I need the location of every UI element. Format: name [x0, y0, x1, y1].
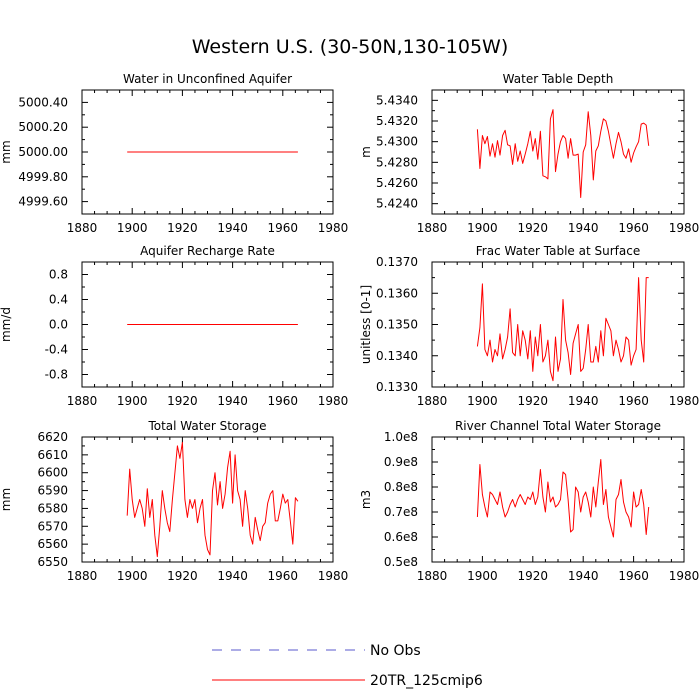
y-tick-label: 5000.40: [18, 95, 68, 109]
y-tick-label: 0.7e8: [384, 505, 418, 519]
x-tick-label: 1920: [518, 394, 549, 408]
x-tick-label: 1920: [518, 569, 549, 583]
x-tick-label: 1900: [467, 569, 498, 583]
x-tick-label: 1880: [67, 569, 98, 583]
y-tick-label: 0.1370: [376, 255, 418, 269]
panel-title: Frac Water Table at Surface: [476, 244, 640, 258]
x-tick-label: 1980: [669, 569, 700, 583]
y-tick-label: 6590: [37, 484, 68, 498]
x-tick-label: 1900: [467, 221, 498, 235]
y-tick-label: 0.5e8: [384, 555, 418, 569]
y-tick-label: 5.4280: [376, 155, 418, 169]
panel-title: River Channel Total Water Storage: [455, 419, 661, 433]
x-tick-label: 1980: [318, 394, 349, 408]
figure-title: Western U.S. (30-50N,130-105W): [191, 36, 509, 58]
x-tick-label: 1960: [268, 221, 299, 235]
y-tick-label: 0.8e8: [384, 480, 418, 494]
y-tick-label: -0.8: [45, 368, 68, 382]
series-line: [476, 109, 650, 198]
series-line: [126, 441, 299, 558]
y-tick-label: 0.0: [49, 318, 68, 332]
panel-title: Water Table Depth: [503, 72, 614, 86]
panel-1: Water in Unconfined Aquifer 1880 1900 1920 1…: [0, 72, 348, 235]
x-tick-label: 1960: [618, 221, 649, 235]
x-tick-label: 1940: [568, 394, 599, 408]
y-tick-label: 0.1350: [376, 318, 418, 332]
x-tick-label: 1940: [568, 221, 599, 235]
x-tick-label: 1900: [117, 221, 148, 235]
y-tick-label: 0.8: [49, 268, 68, 282]
x-tick-label: 1980: [318, 221, 349, 235]
x-tick-label: 1960: [618, 394, 649, 408]
x-tick-label: 1920: [167, 394, 198, 408]
x-tick-label: 1980: [669, 394, 700, 408]
y-tick-label: 0.9e8: [384, 455, 418, 469]
y-tick-label: 0.4: [49, 293, 68, 307]
panel-4: Frac Water Table at Surface 1880 1900 1920 1…: [359, 244, 699, 408]
y-tick-label: 5.4240: [376, 197, 418, 211]
y-tick-label: 4999.60: [18, 195, 68, 209]
y-tick-label: 0.1330: [376, 380, 418, 394]
y-tick-label: 0.1360: [376, 286, 418, 300]
panel-3: Aquifer Recharge Rate 1880 1900 1920 1940 196…: [0, 244, 348, 408]
y-tick-label: 0.6e8: [384, 530, 418, 544]
y-tick-label: 5.4260: [376, 176, 418, 190]
x-tick-label: 1980: [669, 221, 700, 235]
x-tick-label: 1900: [467, 394, 498, 408]
panel-title: Water in Unconfined Aquifer: [123, 72, 292, 86]
x-tick-label: 1920: [518, 221, 549, 235]
y-axis-label: mm: [0, 488, 13, 511]
panel-title: Total Water Storage: [147, 419, 266, 433]
x-tick-label: 1880: [417, 221, 448, 235]
x-tick-label: 1940: [217, 221, 248, 235]
y-tick-label: 6610: [37, 448, 68, 462]
x-tick-label: 1940: [217, 394, 248, 408]
y-axis-label: mm: [0, 140, 13, 163]
y-tick-label: 5.4340: [376, 93, 418, 107]
x-tick-label: 1960: [268, 569, 299, 583]
y-tick-label: 6570: [37, 519, 68, 533]
x-tick-label: 1880: [417, 569, 448, 583]
y-tick-label: 6620: [37, 430, 68, 444]
x-tick-label: 1880: [417, 394, 448, 408]
y-tick-label: 5000.20: [18, 120, 68, 134]
series-line: [476, 459, 650, 538]
y-tick-label: 0.1340: [376, 349, 418, 363]
y-tick-label: 6550: [37, 555, 68, 569]
y-tick-label: 6600: [37, 466, 68, 480]
x-tick-label: 1960: [268, 394, 299, 408]
y-axis-label: m3: [359, 490, 373, 509]
plot-frame: [431, 436, 685, 563]
x-tick-label: 1900: [117, 569, 148, 583]
y-axis-label: unitless [0-1]: [359, 285, 373, 364]
y-axis-label: mm/d: [0, 307, 13, 342]
x-tick-label: 1980: [318, 569, 349, 583]
x-tick-label: 1880: [67, 394, 98, 408]
y-axis-label: m: [359, 146, 373, 158]
x-tick-label: 1880: [67, 221, 98, 235]
y-tick-label: 5.4320: [376, 114, 418, 128]
y-tick-label: 5.4300: [376, 135, 418, 149]
panel-title: Aquifer Recharge Rate: [140, 244, 275, 258]
series-line: [476, 277, 649, 382]
y-tick-label: 1.0e8: [384, 430, 418, 444]
y-tick-label: -0.4: [45, 343, 68, 357]
x-tick-label: 1900: [117, 394, 148, 408]
y-tick-label: 6580: [37, 501, 68, 515]
x-tick-label: 1920: [167, 221, 198, 235]
x-tick-label: 1920: [167, 569, 198, 583]
panel-2: Water Table Depth 1880 1900 1920 1940 1960 198…: [359, 72, 699, 235]
x-tick-label: 1940: [568, 569, 599, 583]
panel-5: Total Water Storage 1880 1900 1920 1940 1960 1…: [0, 419, 348, 583]
y-tick-label: 6560: [37, 537, 68, 551]
panel-6: River Channel Total Water Storage 1880 190…: [359, 419, 699, 583]
y-tick-label: 4999.80: [18, 170, 68, 184]
x-tick-label: 1940: [217, 569, 248, 583]
x-tick-label: 1960: [618, 569, 649, 583]
y-tick-label: 5000.00: [18, 145, 68, 159]
